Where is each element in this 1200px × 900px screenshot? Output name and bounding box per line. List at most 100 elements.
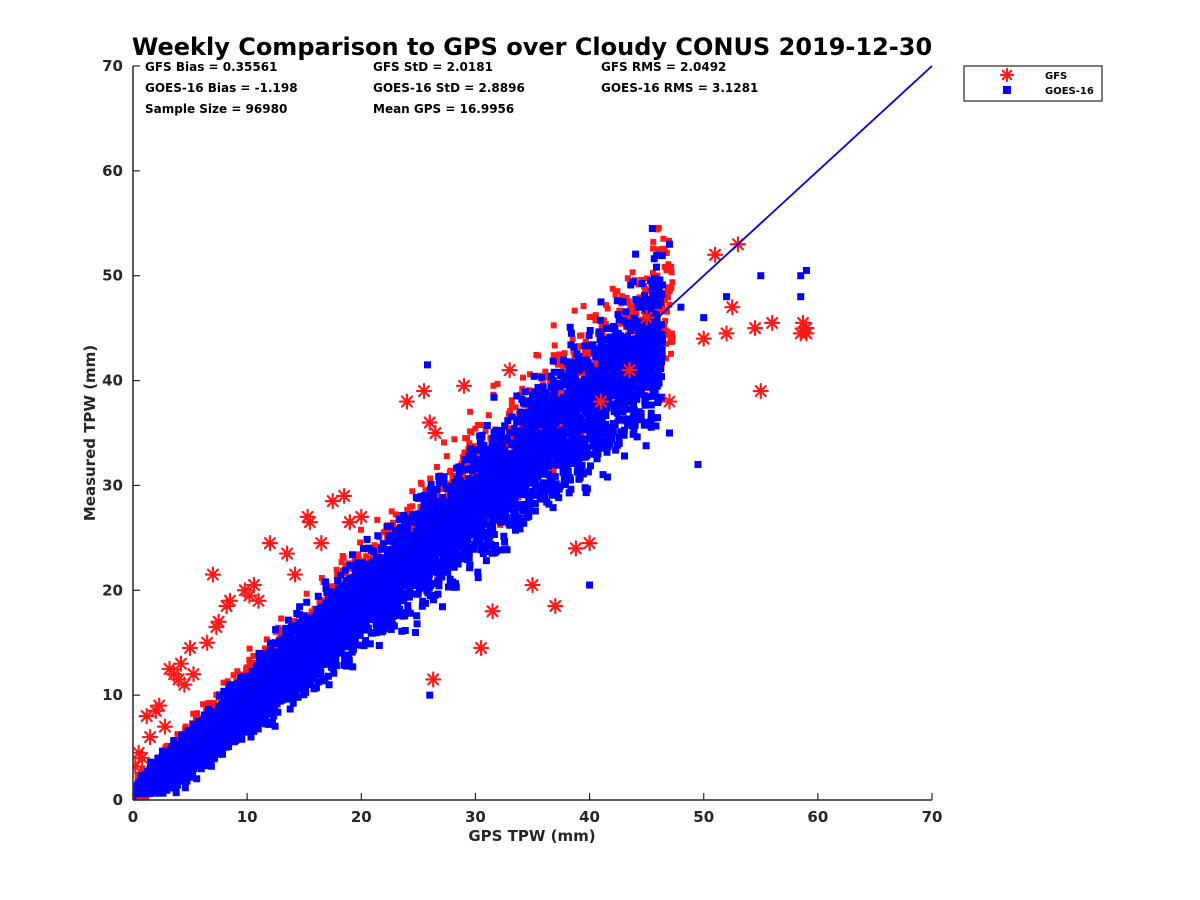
gfs-point — [746, 320, 764, 337]
legend-gfs-marker — [999, 67, 1015, 83]
goes16-point — [665, 429, 673, 437]
goes16-point — [677, 303, 685, 311]
legend: GFS GOES-16 — [963, 65, 1103, 102]
one-to-one-line — [132, 65, 933, 801]
goes16-point — [414, 523, 422, 531]
gfs-series — [133, 236, 815, 775]
gfs-point — [156, 718, 174, 735]
gfs-point — [427, 424, 444, 442]
x-tick-label: 60 — [807, 808, 828, 826]
gfs-point — [336, 487, 353, 505]
gfs-point — [638, 309, 655, 326]
gfs-point — [547, 597, 564, 615]
x-tick-label: 40 — [579, 808, 600, 826]
y-tick-label: 30 — [102, 476, 123, 494]
stats-block: GFS Bias = 0.35561 GFS StD = 2.0181 GFS … — [145, 60, 758, 116]
gfs-point — [752, 382, 769, 400]
goes16-point — [186, 733, 194, 741]
gfs-point — [199, 634, 216, 651]
goes16-point — [152, 770, 160, 778]
goes16-point — [563, 419, 571, 427]
goes16-point — [586, 581, 594, 589]
legend-box — [963, 65, 1103, 102]
goes16-point — [140, 775, 148, 783]
gfs-point — [794, 314, 812, 331]
gfs-point — [221, 592, 239, 609]
goes16-point — [694, 460, 702, 468]
gfs-point — [245, 576, 263, 594]
gfs-point — [176, 676, 193, 693]
gfs-point — [398, 393, 416, 410]
goes16-point — [135, 786, 143, 794]
gfs-point — [798, 325, 815, 342]
gfs-point — [261, 534, 279, 552]
gfs-point — [764, 314, 781, 331]
y-ticks: 0 10 20 30 40 50 60 70 — [102, 57, 140, 809]
legend-goes16-marker — [1003, 86, 1011, 94]
goes16-point — [723, 293, 731, 301]
goes16-point — [802, 266, 810, 274]
x-tick-label: 0 — [128, 808, 138, 826]
y-tick-label: 70 — [102, 57, 123, 75]
gfs-point — [415, 382, 433, 400]
goes16-point — [586, 398, 594, 406]
gfs-point — [250, 592, 267, 609]
gfs-point — [134, 749, 151, 767]
goes16-point — [797, 272, 805, 280]
goes16-point — [797, 293, 805, 301]
goes16-point — [357, 576, 365, 584]
goes16-point — [665, 240, 673, 248]
x-tick-label: 70 — [922, 808, 943, 826]
goes16-point — [700, 314, 708, 322]
gfs-point — [185, 666, 202, 683]
stat-gfs-bias: GFS Bias = 0.35561 — [145, 60, 277, 74]
goes16-series — [135, 225, 810, 794]
goes16-point — [648, 225, 656, 233]
point-cloud — [133, 224, 676, 800]
gfs-point — [524, 576, 541, 594]
chart-title: Weekly Comparison to GPS over Cloudy CON… — [132, 33, 932, 61]
gfs-point — [425, 671, 442, 688]
goes16-point — [597, 298, 605, 306]
legend-gfs-label: GFS — [1045, 71, 1067, 82]
goes16-point — [146, 765, 154, 773]
goes16-point — [380, 555, 388, 563]
goes16-point — [175, 744, 183, 752]
goes16-point — [631, 356, 639, 364]
gfs-point — [473, 639, 490, 657]
goes16-point — [300, 628, 308, 636]
gfs-point — [695, 330, 712, 347]
stat-sample-size: Sample Size = 96980 — [145, 102, 287, 116]
gfs-point — [707, 246, 724, 263]
y-tick-label: 40 — [102, 372, 123, 390]
goes16-point — [426, 691, 434, 699]
gfs-point — [301, 514, 319, 531]
stat-gfs-std: GFS StD = 2.0181 — [373, 60, 493, 74]
gfs-point — [484, 603, 501, 620]
goes16-point — [757, 272, 765, 280]
gfs-point — [278, 545, 296, 562]
x-tick-label: 20 — [351, 808, 372, 826]
goes16-point — [423, 361, 431, 369]
gfs-point — [341, 514, 358, 531]
gfs-point — [592, 393, 610, 410]
axes — [132, 66, 932, 801]
gfs-point — [142, 728, 159, 746]
stat-goes-std: GOES-16 StD = 2.8896 — [373, 81, 525, 95]
stat-mean-gps: Mean GPS = 16.9956 — [373, 102, 514, 116]
x-axis-label: GPS TPW (mm) — [468, 827, 595, 845]
stat-goes-bias: GOES-16 Bias = -1.198 — [145, 81, 298, 95]
goes16-point — [529, 439, 536, 447]
gfs-point — [501, 361, 518, 379]
stat-gfs-rms: GFS RMS = 2.0492 — [601, 60, 726, 74]
gfs-point — [661, 393, 678, 410]
gfs-point — [724, 299, 741, 316]
goes16-point — [163, 754, 171, 762]
gfs-point — [353, 508, 370, 525]
goes16-point — [220, 702, 228, 710]
goes16-point-cloud — [134, 250, 667, 798]
gfs-point — [286, 566, 304, 583]
goes16-point — [334, 597, 342, 605]
gfs-point — [204, 566, 221, 583]
